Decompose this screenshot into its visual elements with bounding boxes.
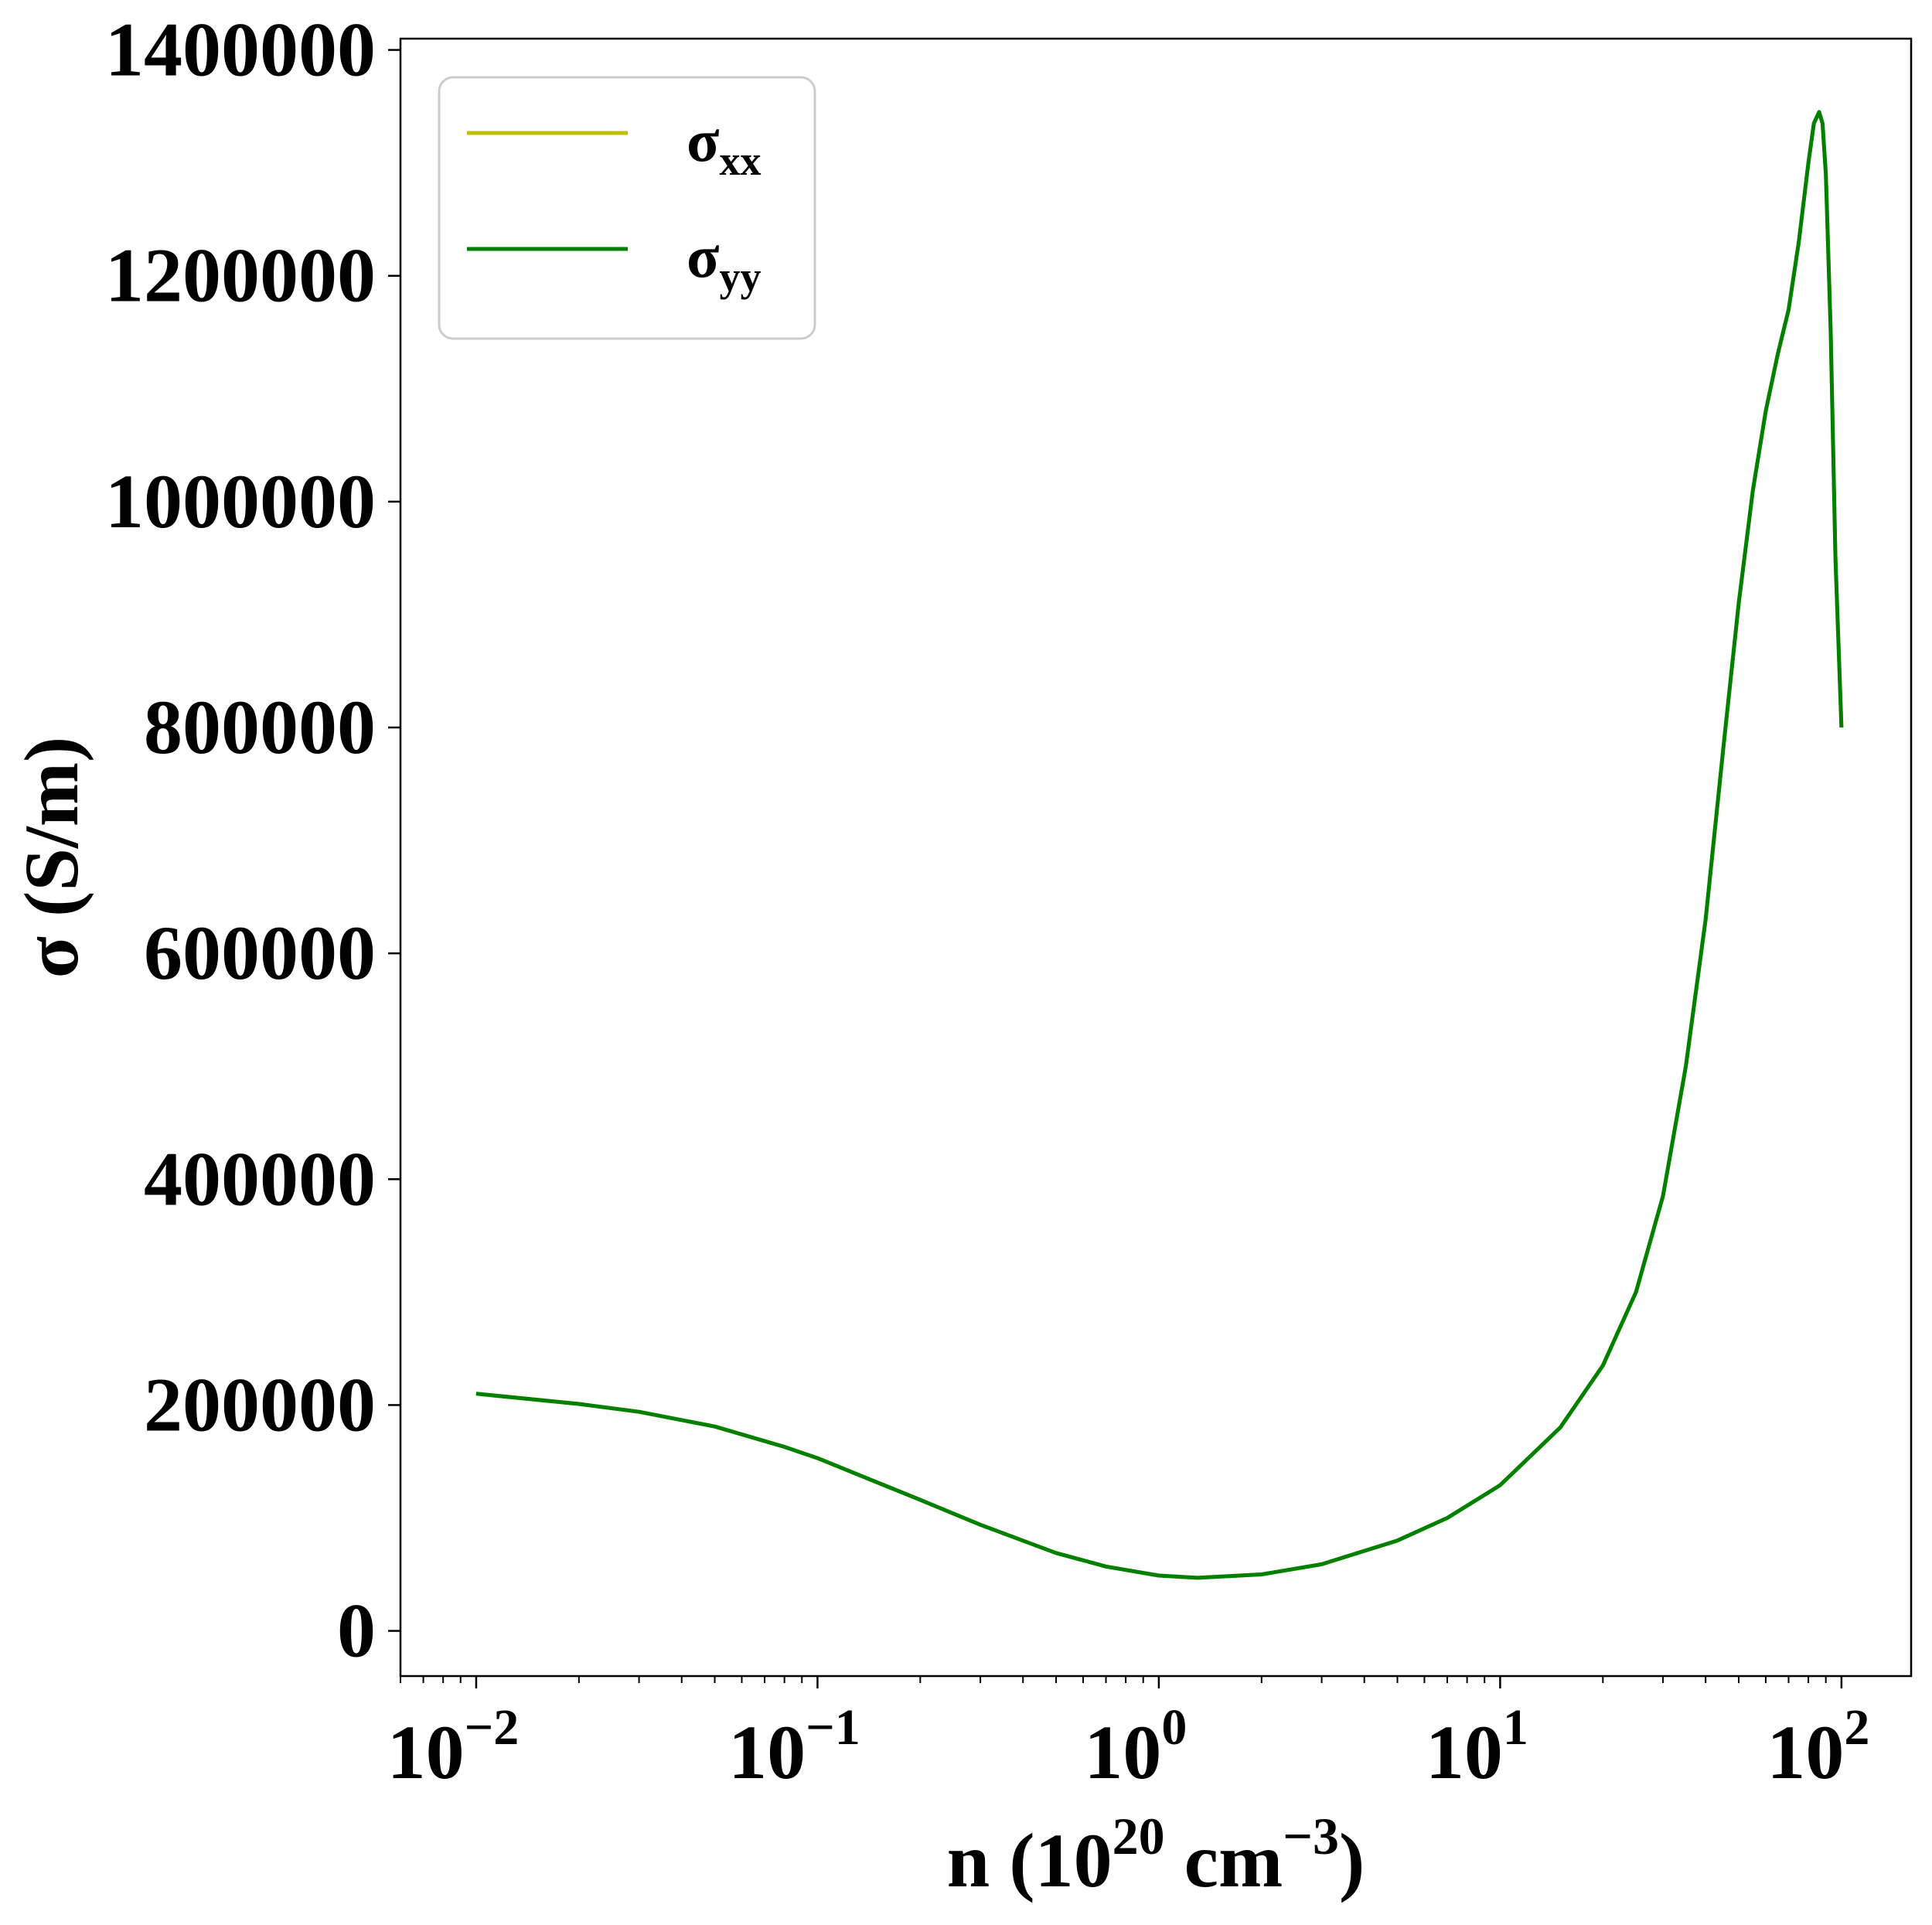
x-tick-label: 10−1	[728, 1699, 860, 1795]
plot-frame	[399, 37, 1913, 1678]
y-tick-label: 400000	[144, 1136, 376, 1221]
y-axis-title: σ (S/m)	[9, 737, 94, 979]
y-ticks: 0 200000 400000 600000 800000 1000000 1200000 1…	[105, 7, 400, 1674]
x-tick-label: 10−2	[387, 1699, 520, 1795]
x-major-ticks: 10−2 10−1 100 101 102	[387, 1676, 1869, 1795]
x-minor-ticks	[400, 1676, 1827, 1683]
legend-label-sigma-yy: σyy	[687, 223, 761, 300]
x-tick-label: 100	[1084, 1699, 1187, 1795]
y-tick-label: 800000	[144, 684, 376, 770]
x-tick-label: 102	[1767, 1699, 1869, 1795]
legend-label-sigma-xx: σxx	[687, 107, 761, 184]
plot-lines	[475, 110, 1844, 1580]
y-tick-label: 0	[337, 1588, 376, 1674]
y-tick-label: 200000	[144, 1361, 376, 1447]
x-tick-label: 101	[1426, 1699, 1528, 1795]
legend: σxx σyy	[438, 76, 816, 340]
y-tick-label: 1400000	[105, 7, 376, 93]
y-tick-label: 1200000	[105, 233, 376, 319]
y-tick-label: 600000	[144, 910, 376, 996]
series-line-yy	[475, 110, 1844, 1580]
x-axis-title: n (1020 cm−3)	[947, 1807, 1365, 1903]
legend-box	[438, 76, 816, 340]
y-tick-label: 1000000	[105, 458, 376, 544]
